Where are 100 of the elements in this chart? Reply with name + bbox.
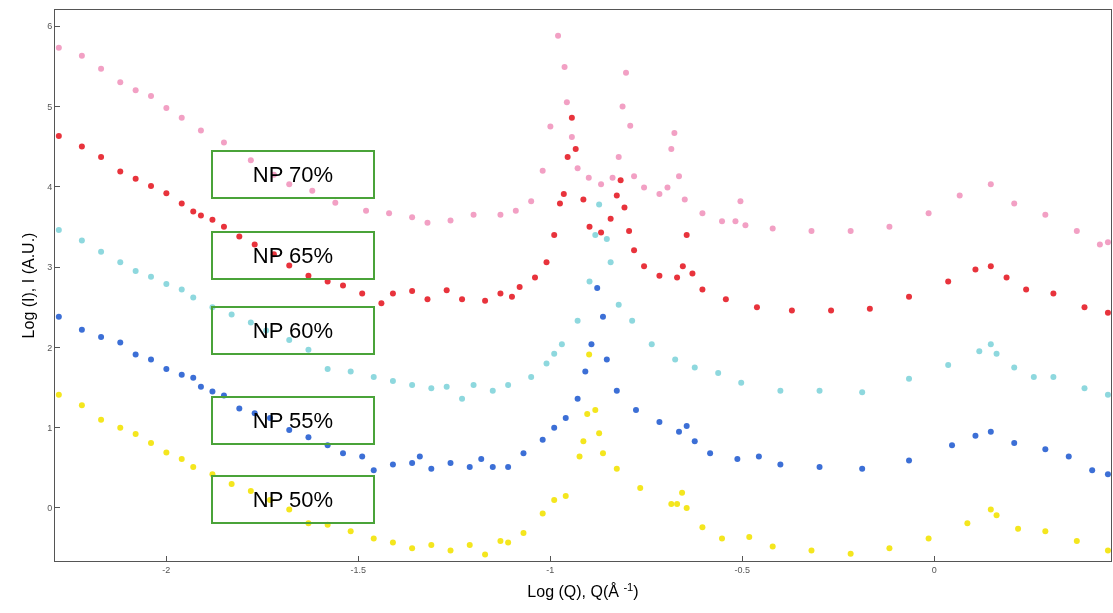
point [993,512,1000,519]
point [551,350,558,357]
point [586,278,593,285]
point [1042,528,1049,535]
point [370,374,377,381]
point [592,407,599,413]
point [117,424,124,431]
point [699,524,706,531]
point [286,337,293,344]
y-tick-label: 3 [47,262,53,273]
point [987,506,994,513]
point [629,317,636,324]
y-tick-label: 6 [47,21,53,32]
point [428,385,435,392]
point [389,378,396,385]
point [1015,525,1022,532]
point [777,387,784,394]
y-tick-label: 4 [47,181,53,192]
point [738,379,745,386]
point [1104,391,1111,398]
point [190,294,197,301]
y-tick-label: 2 [47,342,53,353]
point [459,395,466,402]
x-axis-title: Log (Q), Q(Å $^{-1}$) [527,580,639,601]
point [228,311,235,318]
series-label: NP 65% [252,243,334,268]
point [409,382,416,389]
y-tick-label: 5 [47,101,53,112]
point [596,430,603,437]
point [987,341,994,348]
point [859,389,866,396]
point [389,539,396,546]
point [584,411,591,418]
point [528,374,535,381]
point [1011,364,1018,371]
series-label: NP 50% [252,487,334,512]
x-tick-label: -1.5 [350,564,367,575]
x-tick-label: -0.5 [734,564,751,575]
point [648,341,655,348]
point [347,368,354,375]
point [574,317,581,324]
point [55,391,62,398]
point [613,465,620,472]
point [558,341,565,348]
point [505,539,512,546]
point [178,286,185,293]
point [847,550,854,557]
point [190,464,197,471]
point [1073,537,1080,544]
point [715,370,722,377]
point [520,529,527,536]
point [163,280,170,287]
point [347,528,354,535]
point [683,504,690,511]
point [247,319,254,326]
point [562,492,569,499]
point [443,383,450,390]
point [1030,374,1037,381]
point [247,488,254,495]
point [886,545,893,552]
point [576,453,583,460]
point [1050,374,1057,381]
point [603,235,610,242]
point [409,545,416,552]
point [592,231,599,238]
point [599,450,606,457]
point [580,438,587,445]
point [964,520,971,527]
point [132,431,139,438]
point [746,533,753,540]
point [78,237,85,244]
point [769,543,776,550]
x-tick-label: -1 [546,564,555,575]
point [98,416,105,423]
point [586,351,593,358]
point [1081,385,1088,392]
point [470,382,477,389]
point [447,547,454,554]
point [324,366,331,373]
point [482,551,489,558]
point [596,201,603,208]
series-label: NP 60% [252,318,334,343]
point [286,506,293,513]
point [679,489,686,496]
point [466,541,473,548]
point [505,382,512,389]
x-tick-label: 0 [931,564,937,575]
point [305,346,312,353]
point [370,535,377,542]
point [178,455,185,462]
point [148,439,154,446]
point [98,248,105,255]
point [543,360,550,367]
point [637,484,644,491]
point [674,500,681,507]
point [615,301,622,308]
series-label: NP 55% [252,408,334,433]
point [993,350,1000,357]
point [719,535,726,542]
point [163,449,170,456]
